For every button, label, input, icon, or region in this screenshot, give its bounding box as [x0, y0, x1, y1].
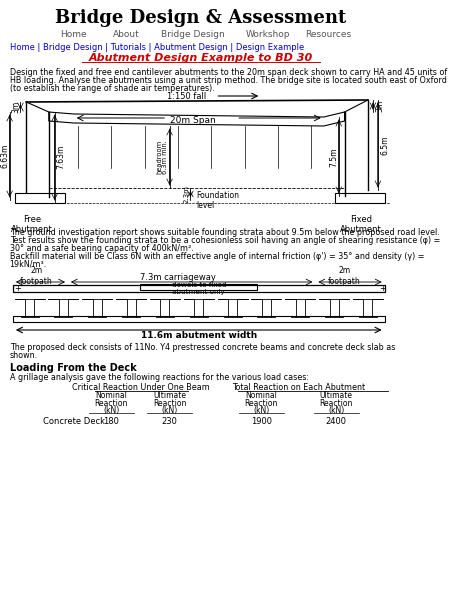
Text: Nominal: Nominal	[246, 391, 277, 401]
Text: Workshop: Workshop	[246, 30, 290, 38]
Text: 19kN/m³.: 19kN/m³.	[9, 259, 47, 269]
Text: (kN): (kN)	[328, 406, 345, 414]
Text: HB loading. Analyse the abutments using a unit strip method. The bridge site is : HB loading. Analyse the abutments using …	[9, 76, 447, 85]
Text: Reaction: Reaction	[153, 398, 186, 407]
Text: Reaction: Reaction	[245, 398, 278, 407]
Text: Bridge Design & Assessment: Bridge Design & Assessment	[55, 9, 346, 27]
Text: Total Reaction on Each Abutment: Total Reaction on Each Abutment	[232, 384, 365, 392]
Text: Abutment Design Example to BD 30: Abutment Design Example to BD 30	[88, 53, 312, 63]
Text: Critical Reaction Under One Beam: Critical Reaction Under One Beam	[72, 384, 210, 392]
Text: 11.6m abutment width: 11.6m abutment width	[141, 330, 257, 339]
Text: About: About	[113, 30, 140, 38]
Text: 7.3m carriageway: 7.3m carriageway	[140, 272, 216, 282]
Text: Reaction: Reaction	[319, 398, 353, 407]
Text: Fixed
Abutment: Fixed Abutment	[340, 215, 382, 234]
Text: 2m
footpath: 2m footpath	[328, 266, 361, 286]
Text: Ultimate: Ultimate	[153, 391, 186, 401]
Text: (kN): (kN)	[253, 406, 269, 414]
Text: (to establish the range of shade air temperatures).: (to establish the range of shade air tem…	[9, 83, 214, 92]
Bar	[13, 316, 384, 322]
Text: Design the fixed and free end cantilever abutments to the 20m span deck shown to: Design the fixed and free end cantilever…	[9, 67, 447, 76]
Text: 7.5m: 7.5m	[329, 147, 338, 167]
Text: 230: 230	[162, 417, 178, 426]
Text: 6.5m: 6.5m	[380, 135, 389, 155]
Text: A grillage analysis gave the following reactions for the various load cases:: A grillage analysis gave the following r…	[9, 374, 309, 382]
Text: 2.3m: 2.3m	[183, 185, 189, 203]
Bar	[335, 193, 384, 203]
Text: shown.: shown.	[9, 352, 38, 361]
Text: +: +	[14, 284, 21, 292]
Text: The ground investigation report shows suitable founding strata about 9.5m below : The ground investigation report shows su…	[9, 227, 439, 236]
Text: The proposed deck consists of 11No. Y4 prestressed concrete beams and concrete d: The proposed deck consists of 11No. Y4 p…	[9, 343, 395, 352]
Text: headroom: headroom	[156, 140, 163, 174]
Text: 1:150 fall: 1:150 fall	[167, 92, 206, 101]
Text: 3m: 3m	[375, 100, 384, 112]
Text: 2400: 2400	[326, 417, 347, 426]
Text: 6.3m min.: 6.3m min.	[162, 140, 168, 174]
Text: Home: Home	[61, 30, 87, 38]
Bar	[15, 193, 64, 203]
Text: Home | Bridge Design | Tutorials | Abutment Design | Design Example: Home | Bridge Design | Tutorials | Abutm…	[9, 43, 304, 52]
Text: 180: 180	[103, 417, 119, 426]
Text: Nominal: Nominal	[95, 391, 127, 401]
Text: 2m
footpath: 2m footpath	[20, 266, 53, 286]
Text: Free
Abutment: Free Abutment	[11, 215, 53, 234]
Text: +: +	[380, 284, 386, 292]
Text: Bridge Design: Bridge Design	[161, 30, 225, 38]
Text: dowels to fixed
abutment only: dowels to fixed abutment only	[172, 282, 226, 294]
Text: Loading From the Deck: Loading From the Deck	[9, 363, 137, 373]
Text: 1900: 1900	[251, 417, 272, 426]
Text: Test results show the founding strata to be a cohesionless soil having an angle : Test results show the founding strata to…	[9, 236, 440, 244]
Text: 3m: 3m	[11, 101, 20, 113]
Text: 6.63m: 6.63m	[0, 144, 9, 168]
Text: 7.63m: 7.63m	[57, 145, 66, 169]
Text: Resources: Resources	[305, 30, 351, 38]
Text: Backfill material will be Class 6N with an effective angle of internal friction : Backfill material will be Class 6N with …	[9, 252, 424, 260]
Text: Ultimate: Ultimate	[320, 391, 353, 401]
Text: Concrete Deck: Concrete Deck	[43, 417, 105, 426]
Text: 30° and a safe bearing capacity of 400kN/m².: 30° and a safe bearing capacity of 400kN…	[9, 243, 193, 253]
Text: (kN): (kN)	[103, 406, 119, 414]
Text: Foundation
level: Foundation level	[196, 191, 239, 210]
Text: (kN): (kN)	[162, 406, 178, 414]
Bar	[13, 285, 384, 292]
Text: 20m Span: 20m Span	[170, 115, 215, 124]
Text: Reaction: Reaction	[95, 398, 128, 407]
Bar	[140, 284, 257, 290]
